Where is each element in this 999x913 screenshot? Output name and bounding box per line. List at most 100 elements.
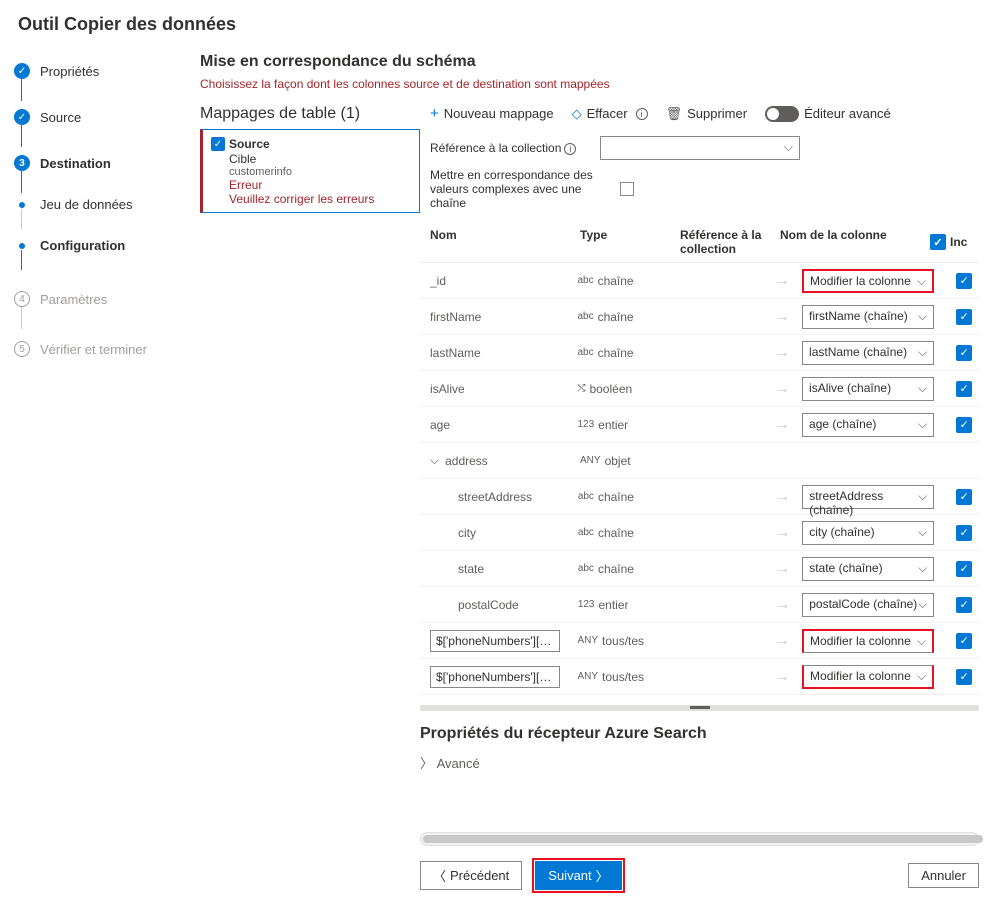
btn-label: Supprimer bbox=[687, 106, 747, 121]
row-name: $['phoneNumbers'][0... bbox=[420, 630, 577, 652]
collection-ref-select[interactable] bbox=[600, 136, 800, 160]
source-label: Source bbox=[229, 137, 270, 151]
row-type: 123entier bbox=[577, 418, 675, 432]
row-dest: firstName (chaîne) bbox=[802, 305, 949, 329]
type-icon: abc bbox=[578, 491, 594, 502]
arrow-icon: → bbox=[774, 488, 790, 506]
column-select[interactable]: city (chaîne) bbox=[802, 521, 934, 545]
name-input[interactable]: $['phoneNumbers'][0... bbox=[430, 666, 560, 688]
type-icon: abc bbox=[578, 527, 594, 538]
column-select[interactable]: streetAddress (chaîne) bbox=[802, 485, 934, 509]
include-checkbox[interactable]: ✓ bbox=[956, 273, 972, 289]
row-dest: Modifier la colonne bbox=[802, 629, 949, 652]
row-dest: postalCode (chaîne) bbox=[802, 593, 949, 617]
row-include: ✓ bbox=[950, 669, 979, 685]
include-checkbox[interactable]: ✓ bbox=[956, 669, 972, 685]
toggle-icon bbox=[765, 106, 799, 122]
row-name: isAlive bbox=[420, 382, 577, 396]
include-checkbox[interactable]: ✓ bbox=[956, 561, 972, 577]
table-row: isAlive⤭booléen→isAlive (chaîne)✓ bbox=[420, 371, 979, 407]
include-checkbox[interactable]: ✓ bbox=[956, 417, 972, 433]
mapping-grid: Nom Type Référence à la collection Nom d… bbox=[420, 222, 979, 695]
new-mapping-button[interactable]: +Nouveau mappage bbox=[430, 105, 554, 122]
step-parameters[interactable]: 4Paramètres bbox=[0, 283, 190, 315]
splitter[interactable] bbox=[420, 705, 979, 711]
include-checkbox[interactable]: ✓ bbox=[956, 597, 972, 613]
row-name: streetAddress bbox=[420, 490, 578, 504]
target-label: Cible bbox=[211, 152, 411, 166]
arrow-icon: → bbox=[774, 596, 790, 614]
column-select[interactable]: state (chaîne) bbox=[802, 557, 934, 581]
target-name: customerinfo bbox=[211, 166, 411, 178]
step-label: Source bbox=[40, 110, 81, 125]
clear-button[interactable]: ◇Effaceri bbox=[572, 106, 648, 122]
column-select[interactable]: postalCode (chaîne) bbox=[802, 593, 934, 617]
step-configuration[interactable]: Configuration bbox=[0, 230, 190, 261]
type-icon: abc bbox=[577, 275, 593, 286]
col-header-inc: ✓Inc bbox=[930, 228, 970, 256]
step-verify[interactable]: 5Vérifier et terminer bbox=[0, 333, 190, 365]
row-name: firstName bbox=[420, 310, 577, 324]
arrow-icon: → bbox=[774, 560, 790, 578]
column-select[interactable]: Modifier la colonne bbox=[802, 269, 934, 293]
row-dest: isAlive (chaîne) bbox=[802, 377, 949, 401]
row-include: ✓ bbox=[950, 597, 979, 613]
row-name: ⌵address bbox=[420, 453, 580, 468]
include-checkbox[interactable]: ✓ bbox=[956, 525, 972, 541]
source-box[interactable]: ✓Source Cible customerinfo Erreur Veuill… bbox=[200, 129, 420, 213]
row-include: ✓ bbox=[950, 417, 979, 433]
advanced-expander[interactable]: 〉 Avancé bbox=[420, 753, 979, 772]
btn-label: Éditeur avancé bbox=[804, 106, 891, 121]
previous-button[interactable]: 〈 Précédent bbox=[420, 861, 522, 890]
step-properties[interactable]: ✓Propriétés bbox=[0, 55, 190, 87]
horizontal-scrollbar[interactable] bbox=[420, 832, 979, 846]
arrow-icon: → bbox=[774, 272, 790, 290]
table-row: _idabcchaîne→Modifier la colonne✓ bbox=[420, 263, 979, 299]
step-dataset[interactable]: Jeu de données bbox=[0, 189, 190, 220]
col-header-ref: Référence à la collection bbox=[680, 228, 780, 256]
include-checkbox[interactable]: ✓ bbox=[956, 489, 972, 505]
eraser-icon: ◇ bbox=[572, 106, 582, 122]
include-checkbox[interactable]: ✓ bbox=[956, 309, 972, 325]
advanced-editor-toggle[interactable]: Éditeur avancé bbox=[765, 106, 891, 122]
column-select[interactable]: age (chaîne) bbox=[802, 413, 934, 437]
step-destination[interactable]: 3Destination bbox=[0, 147, 190, 179]
row-name: state bbox=[420, 562, 578, 576]
column-select[interactable]: isAlive (chaîne) bbox=[802, 377, 934, 401]
column-select[interactable]: firstName (chaîne) bbox=[802, 305, 934, 329]
table-row: ⌵addressANYobjet bbox=[420, 443, 979, 479]
collection-ref-label: Référence à la collectioni bbox=[430, 141, 580, 155]
mapping-toolbar: +Nouveau mappage ◇Effaceri 🗑Supprimer Éd… bbox=[420, 105, 979, 122]
row-type: abcchaîne bbox=[578, 562, 676, 576]
row-type: abcchaîne bbox=[578, 490, 676, 504]
section-sub: Choisissez la façon dont les colonnes so… bbox=[200, 77, 979, 91]
complex-values-checkbox[interactable] bbox=[620, 182, 634, 196]
row-name: _id bbox=[420, 274, 577, 288]
step-source[interactable]: ✓Source bbox=[0, 101, 190, 133]
row-include: ✓ bbox=[950, 381, 979, 397]
include-checkbox[interactable]: ✓ bbox=[956, 633, 972, 649]
col-header-type: Type bbox=[580, 228, 680, 256]
include-checkbox[interactable]: ✓ bbox=[956, 345, 972, 361]
name-input[interactable]: $['phoneNumbers'][0... bbox=[430, 630, 560, 652]
column-select[interactable]: lastName (chaîne) bbox=[802, 341, 934, 365]
step-label: Jeu de données bbox=[40, 197, 133, 212]
type-icon: ANY bbox=[577, 635, 598, 646]
error-msg: Veuillez corriger les erreurs bbox=[211, 192, 411, 206]
delete-button[interactable]: 🗑Supprimer bbox=[666, 106, 747, 122]
include-checkbox[interactable]: ✓ bbox=[956, 381, 972, 397]
column-select[interactable]: Modifier la colonne bbox=[802, 629, 934, 653]
type-icon: abc bbox=[577, 347, 593, 358]
row-include: ✓ bbox=[950, 273, 979, 289]
check-icon[interactable]: ✓ bbox=[930, 234, 946, 250]
type-icon: ANY bbox=[580, 455, 601, 466]
column-select[interactable]: Modifier la colonne bbox=[802, 665, 934, 689]
page-title: Outil Copier des données bbox=[0, 0, 999, 45]
arrow-icon: → bbox=[774, 416, 790, 434]
next-button[interactable]: Suivant 〉 bbox=[535, 861, 621, 890]
col-header-dest: Nom de la colonne bbox=[780, 228, 930, 256]
chevron-down-icon[interactable]: ⌵ bbox=[430, 453, 439, 468]
row-dest: city (chaîne) bbox=[802, 521, 949, 545]
cancel-button[interactable]: Annuler bbox=[908, 863, 979, 888]
arrow-icon: → bbox=[774, 668, 790, 686]
